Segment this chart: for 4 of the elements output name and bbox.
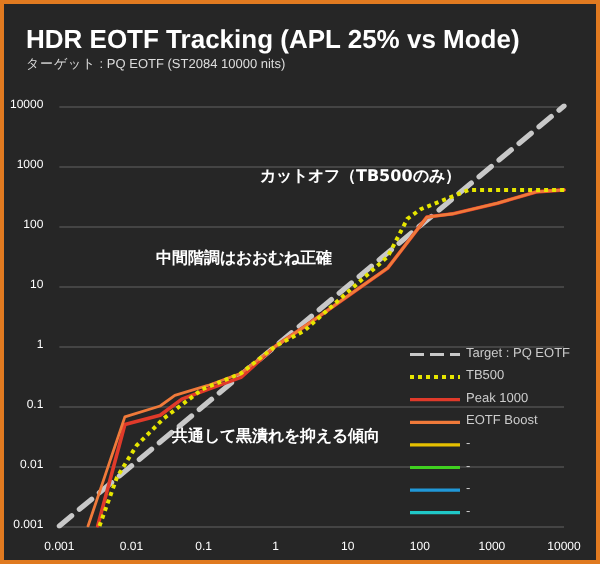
annotation: カットオフ（TB500のみ） xyxy=(260,167,461,185)
annotation: 共通して黒潰れを抑える傾向 xyxy=(170,427,380,445)
annotation: 中間階調はおおむね正確 xyxy=(156,249,332,267)
chart-title: HDR EOTF Tracking (APL 25% vs Mode) xyxy=(26,24,520,54)
